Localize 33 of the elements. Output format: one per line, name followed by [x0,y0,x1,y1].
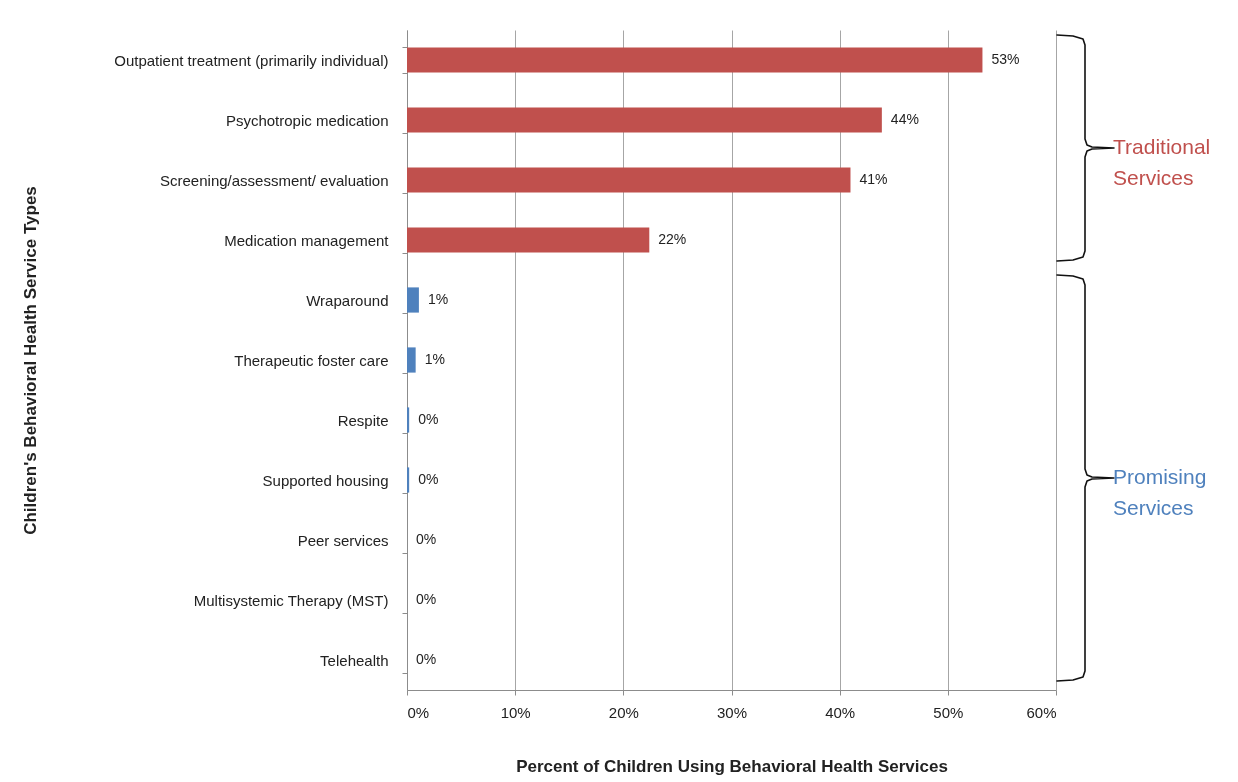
data-label: 41% [859,171,888,187]
text: Promising Services [1113,465,1207,519]
y-tick-label: Medication management [224,231,390,249]
y-tick-label: Telehealth [320,651,389,669]
y-tick-label: Screening/assessment/ evaluation [160,171,389,189]
data-label: 0% [416,591,437,607]
y-tick-label: Peer services [297,531,389,549]
data-label: 0% [416,531,437,547]
data-label: 0% [418,411,439,427]
data-label: 0% [416,651,437,667]
x-axis-title: Percent of Children Using Behavioral Health Services [516,756,948,776]
data-label: 0% [418,471,439,487]
x-tick-label: 20% [608,703,639,721]
y-tick-label: Wraparound [306,291,389,309]
x-tick-label: 40% [825,703,856,721]
x-tick-label: 60% [1026,703,1057,721]
data-label: 1% [427,291,449,307]
y-axis-title: Children's Behavioral Health Service Types [20,186,40,535]
y-tick-label: Respite [337,411,389,429]
y-tick-label: Psychotropic medication [225,111,389,129]
data-label: 1% [424,351,445,367]
y-tick-label: Multisystemic Therapy (MST) [193,591,389,609]
y-tick-label: Outpatient treatment (primarily individual) [114,51,389,69]
x-tick-label: 0% [407,703,430,721]
y-tick-label: Supported housing [262,471,389,489]
data-label: 22% [658,231,687,247]
y-tick-label: Therapeutic foster care [234,351,389,369]
x-tick-label: 10% [500,703,531,721]
x-tick-label: 30% [716,703,748,721]
data-label: 53% [991,51,1020,67]
text: Traditional Services [1113,135,1211,189]
data-label: 44% [890,111,919,127]
x-tick-label: 50% [933,703,964,721]
